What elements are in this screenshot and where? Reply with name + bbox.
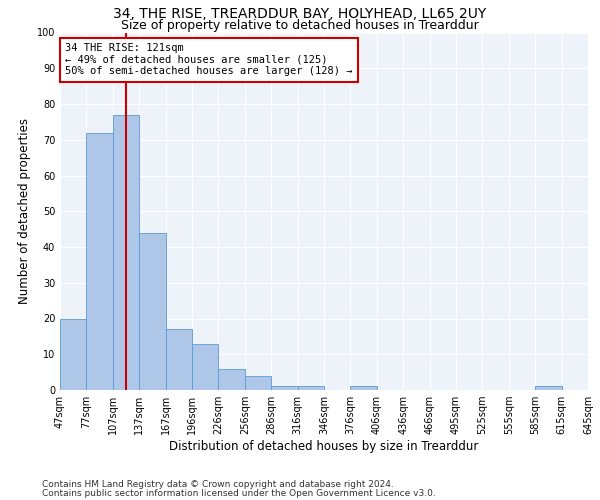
- Bar: [245, 376, 271, 390]
- X-axis label: Distribution of detached houses by size in Trearddur: Distribution of detached houses by size …: [169, 440, 479, 453]
- Text: 34 THE RISE: 121sqm
← 49% of detached houses are smaller (125)
50% of semi-detac: 34 THE RISE: 121sqm ← 49% of detached ho…: [65, 43, 353, 76]
- Bar: [192, 344, 218, 390]
- Bar: [535, 386, 562, 390]
- Text: Contains public sector information licensed under the Open Government Licence v3: Contains public sector information licen…: [42, 488, 436, 498]
- Text: Contains HM Land Registry data © Crown copyright and database right 2024.: Contains HM Land Registry data © Crown c…: [42, 480, 394, 489]
- Bar: [86, 132, 113, 390]
- Bar: [218, 368, 245, 390]
- Y-axis label: Number of detached properties: Number of detached properties: [18, 118, 31, 304]
- Bar: [139, 232, 166, 390]
- Bar: [350, 386, 377, 390]
- Bar: [271, 386, 298, 390]
- Text: 34, THE RISE, TREARDDUR BAY, HOLYHEAD, LL65 2UY: 34, THE RISE, TREARDDUR BAY, HOLYHEAD, L…: [113, 8, 487, 22]
- Text: Size of property relative to detached houses in Trearddur: Size of property relative to detached ho…: [121, 18, 479, 32]
- Bar: [113, 114, 139, 390]
- Bar: [298, 386, 324, 390]
- Bar: [166, 329, 192, 390]
- Bar: [60, 318, 86, 390]
